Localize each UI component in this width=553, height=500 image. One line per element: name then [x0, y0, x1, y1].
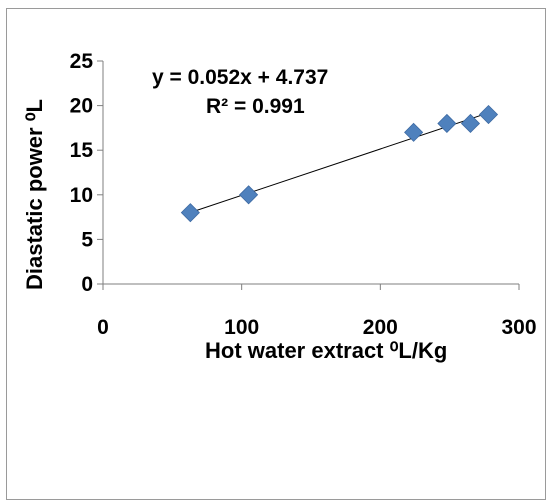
y-tick-label: 0	[81, 273, 93, 296]
x-axis-title: Hot water extract ⁰L/Kg	[205, 338, 447, 363]
trendline-group	[190, 112, 489, 213]
x-tick-label: 300	[501, 316, 536, 339]
x-tick-label: 200	[363, 316, 398, 339]
y-axis-title: Diastatic power ⁰L	[22, 99, 47, 290]
data-point	[404, 122, 424, 142]
data-point	[437, 113, 457, 134]
data-points	[180, 104, 499, 223]
y-tick-label: 5	[81, 228, 93, 251]
trendline-equation: y = 0.052x + 4.737	[152, 66, 328, 89]
data-point	[239, 185, 259, 205]
axes: 0 5 10 15 20 25 0 100 200 300	[70, 50, 537, 339]
y-tick-label: 25	[70, 50, 94, 73]
x-tick-label: 100	[224, 316, 259, 339]
x-tick-label: 0	[97, 316, 109, 339]
chart-frame	[6, 8, 546, 500]
data-point	[180, 203, 200, 223]
r-squared-label: R² = 0.991	[206, 95, 305, 118]
y-tick-label: 20	[70, 95, 93, 118]
y-tick-label: 10	[70, 184, 93, 207]
data-point	[478, 104, 499, 125]
trendline	[190, 112, 489, 213]
y-tick-label: 15	[70, 139, 94, 162]
data-point	[460, 113, 481, 134]
